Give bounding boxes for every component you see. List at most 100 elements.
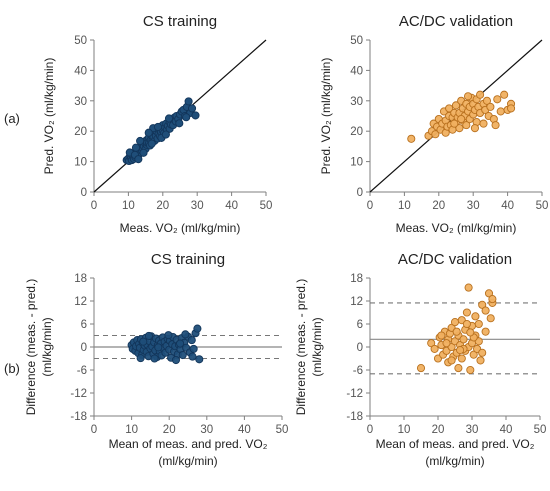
data-point: [139, 148, 148, 157]
data-point: [486, 102, 495, 111]
y-tick-label: 0: [357, 187, 363, 199]
data-point: [454, 364, 463, 373]
x-axis-label: Mean of meas. and pred. VO₂: [376, 437, 535, 451]
data-point: [178, 350, 187, 360]
data-point: [189, 344, 198, 353]
data-point: [456, 346, 465, 355]
y-tick-label: 6: [81, 319, 87, 331]
data-point: [462, 308, 471, 317]
x-tick-label: 10: [398, 200, 411, 212]
data-point: [488, 295, 497, 304]
chart-panel-b-cs: CS training 0 10 20 30 40 50 -18 -12 -6 0 6 12 18 Mean…: [24, 251, 288, 468]
data-point: [431, 130, 440, 139]
y-tick-label: -6: [353, 365, 363, 377]
data-point: [193, 324, 202, 333]
data-point: [451, 101, 461, 110]
y-tick-label: 6: [357, 319, 363, 331]
x-axis-label: (ml/kg/min): [158, 454, 217, 468]
data-point: [493, 95, 502, 104]
data-point: [176, 339, 185, 348]
data-point: [496, 107, 505, 116]
data-point: [462, 319, 471, 329]
data-point: [136, 354, 145, 363]
y-tick-label: 10: [350, 157, 363, 169]
x-tick-label: 50: [536, 200, 549, 212]
data-point: [476, 90, 485, 99]
data-point: [464, 283, 473, 292]
x-tick-label: 20: [432, 424, 445, 436]
data-point: [459, 335, 468, 344]
y-axis-label: Pred. VO₂ (ml/kg/min): [319, 58, 333, 175]
y-tick-label: 0: [81, 342, 87, 354]
x-tick-label: 10: [125, 424, 138, 436]
x-tick-label: 0: [91, 424, 97, 436]
y-tick-label: 50: [350, 35, 363, 47]
y-tick-label: 18: [350, 273, 363, 285]
y-axis-label: (ml/kg/min): [40, 317, 54, 376]
x-tick-label: 0: [367, 200, 373, 212]
x-tick-label: 0: [367, 424, 373, 436]
y-tick-label: 10: [74, 157, 87, 169]
data-point: [144, 331, 153, 340]
data-point: [452, 327, 461, 336]
y-axis-label: Pred. VO₂ (ml/kg/min): [42, 58, 56, 175]
y-axis-label: (ml/kg/min): [310, 317, 324, 376]
x-tick-label: 10: [398, 424, 411, 436]
data-point: [486, 314, 495, 323]
data-point: [164, 331, 173, 340]
x-tick-label: 20: [156, 200, 169, 212]
chart-panel-a-cs: CS training 0 10 20 30 40 50 0 10 20 30 40 50 Meas. V…: [42, 13, 272, 235]
data-point: [442, 339, 451, 348]
x-tick-label: 40: [238, 424, 251, 436]
x-tick-label: 50: [276, 424, 289, 436]
x-axis-label: (ml/kg/min): [425, 454, 484, 468]
chart-title: CS training: [143, 13, 217, 30]
x-tick-label: 20: [432, 200, 445, 212]
data-point: [450, 119, 459, 128]
y-tick-label: 30: [74, 96, 87, 108]
data-point: [430, 344, 439, 353]
data-point: [187, 104, 197, 113]
row-label-b: (b): [4, 361, 20, 376]
data-point: [188, 352, 197, 361]
data-point: [437, 331, 446, 340]
data-point: [481, 306, 490, 315]
y-tick-label: -12: [346, 388, 363, 400]
data-point: [466, 365, 475, 375]
data-point: [147, 139, 156, 148]
chart-title: AC/DC validation: [398, 251, 512, 268]
y-tick-label: 0: [357, 342, 363, 354]
data-point: [478, 348, 487, 357]
x-axis-label: Meas. VO₂ (ml/kg/min): [120, 221, 241, 235]
data-point: [136, 136, 145, 145]
data-point: [457, 114, 466, 124]
data-point: [447, 356, 456, 365]
row-label-a: (a): [4, 111, 20, 126]
chart-title: CS training: [151, 251, 225, 268]
x-tick-label: 30: [466, 424, 479, 436]
data-point: [131, 143, 141, 152]
y-tick-label: 0: [81, 187, 87, 199]
data-point: [139, 337, 148, 346]
data-point: [470, 124, 479, 133]
data-point: [164, 114, 174, 123]
data-point: [171, 355, 181, 365]
data-point: [450, 318, 460, 327]
x-tick-label: 30: [200, 424, 213, 436]
y-tick-label: 12: [350, 296, 363, 308]
data-point: [195, 355, 204, 364]
x-tick-label: 50: [260, 200, 273, 212]
y-tick-label: 40: [350, 65, 363, 77]
data-point: [187, 336, 196, 345]
data-point: [462, 121, 471, 130]
data-point: [182, 113, 191, 122]
y-tick-label: 18: [74, 273, 87, 285]
data-point: [153, 122, 163, 131]
data-point: [407, 134, 416, 143]
y-tick-label: 12: [74, 296, 87, 308]
y-tick-label: 50: [74, 35, 87, 47]
data-point: [191, 111, 200, 120]
x-tick-label: 10: [122, 200, 135, 212]
chart-panel-b-acdc: AC/DC validation 0 10 20 30 40 50 -18 -12 -6 0 6 12 1…: [294, 251, 546, 468]
